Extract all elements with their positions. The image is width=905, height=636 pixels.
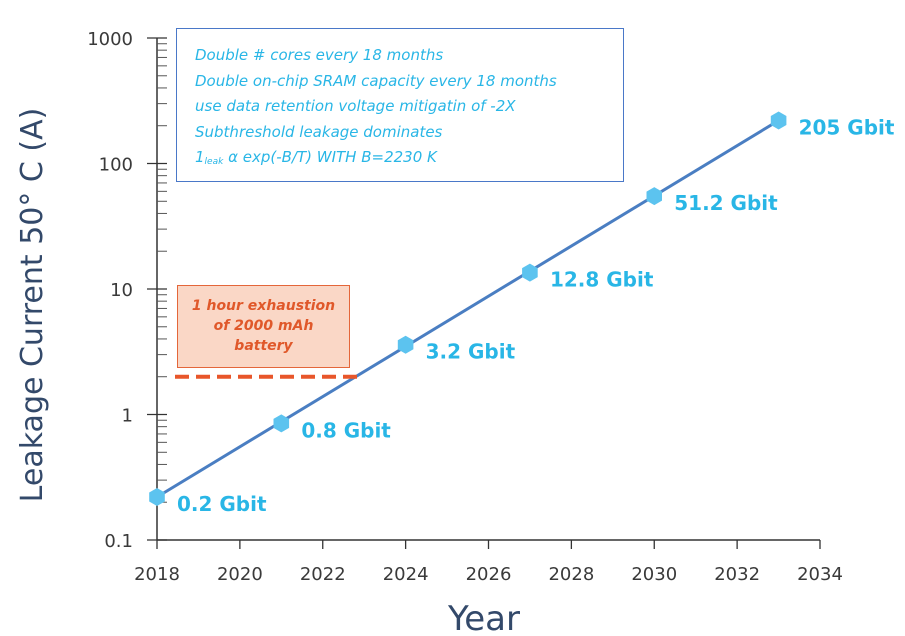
battery-note-line: of 2000 mAh (213, 318, 314, 334)
data-point-marker (522, 263, 538, 282)
data-point-marker (770, 111, 787, 130)
data-point-label: 12.8 Gbit (550, 268, 654, 292)
data-point-label: 0.8 Gbit (301, 418, 391, 442)
x-tick-label: 2030 (631, 564, 677, 585)
x-tick-label: 2034 (797, 564, 843, 585)
y-tick-label: 100 (99, 155, 133, 176)
formula-subscript: leak (204, 157, 224, 167)
formula-line: 1leak α exp(-B/T) WITH B=2230 K (195, 145, 623, 176)
data-points: 0.2 Gbit 0.8 Gbit 3.2 Gbit 12.8 Gbit 51.2 Gb… (149, 111, 895, 516)
battery-note-line: battery (234, 338, 293, 354)
axis-ticks: 2018 2020 2022 2024 2026 2028 2030 2032 2034 0.1 1… (87, 29, 843, 585)
y-tick-label: 0.1 (104, 531, 133, 552)
y-axis-title: Leakage Current 50° C (A) (15, 108, 50, 503)
data-point-label: 205 Gbit (799, 116, 895, 140)
x-tick-label: 2018 (134, 564, 180, 585)
data-point-marker (149, 488, 165, 506)
x-tick-label: 2032 (714, 564, 760, 585)
x-tick-label: 2026 (466, 564, 512, 585)
assumptions-box: Double # cores every 18 months Double on… (176, 28, 624, 182)
data-point-label: 51.2 Gbit (674, 191, 778, 215)
data-point-marker (273, 414, 290, 433)
x-tick-label: 2020 (217, 564, 263, 585)
x-axis-title: Year (447, 599, 520, 636)
battery-note-box: 1 hour exhaustion of 2000 mAh battery (177, 285, 350, 368)
y-tick-label: 10 (110, 280, 133, 301)
y-tick-label: 1000 (87, 29, 133, 50)
formula-prefix: 1 (195, 148, 205, 166)
note-line: use data retention voltage mitigatin of … (195, 97, 516, 115)
battery-note-line: 1 hour exhaustion (191, 298, 336, 314)
data-point-marker (397, 335, 414, 354)
x-tick-label: 2022 (300, 564, 346, 585)
data-point-label: 0.2 Gbit (177, 492, 267, 516)
formula-rest: α exp(-B/T) WITH B=2230 K (223, 148, 437, 166)
data-point-marker (646, 187, 662, 206)
note-line: Double # cores every 18 months (195, 46, 444, 64)
trend-line (156, 119, 780, 499)
x-tick-label: 2028 (548, 564, 594, 585)
note-line: Double on-chip SRAM capacity every 18 mo… (195, 71, 557, 90)
y-tick-label: 1 (122, 406, 133, 427)
x-tick-label: 2024 (383, 564, 429, 585)
data-point-label: 3.2 Gbit (426, 340, 516, 364)
note-line: Subthreshold leakage dominates (195, 122, 443, 141)
